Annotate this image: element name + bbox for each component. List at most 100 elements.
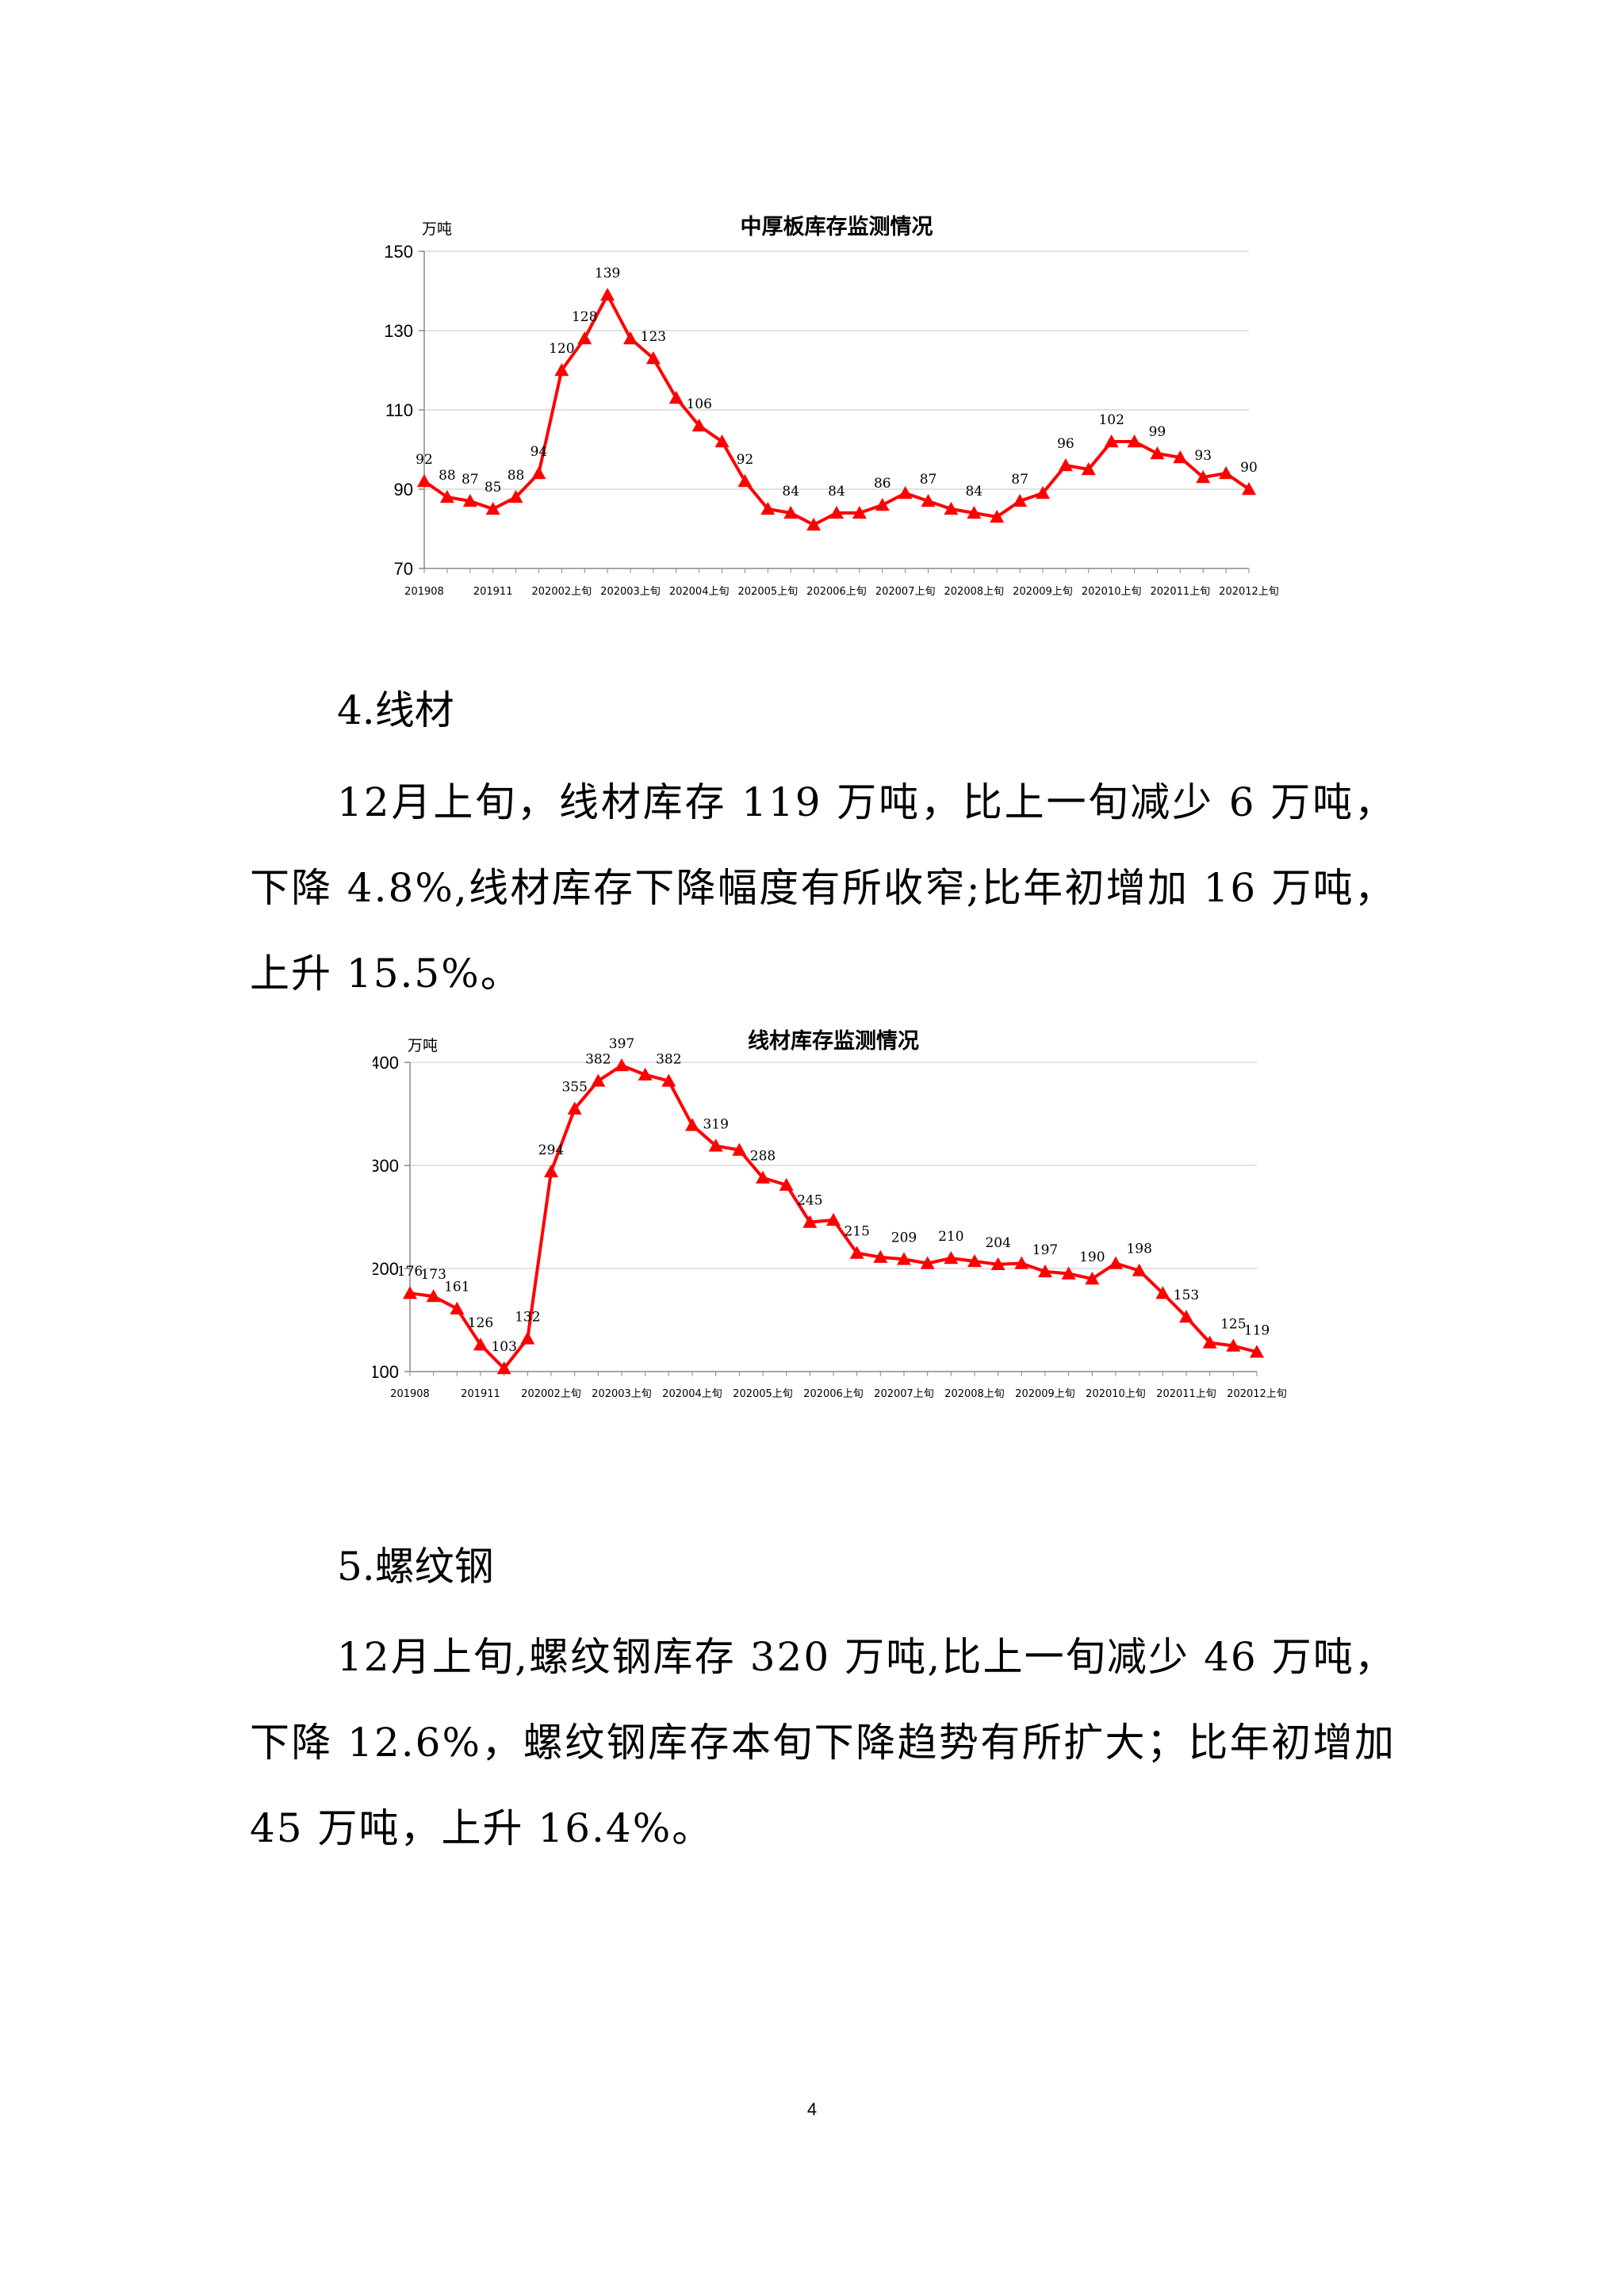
data-label: 204 <box>985 1235 1010 1251</box>
chart-title: 线材库存监测情况 <box>748 1029 919 1054</box>
data-label: 294 <box>538 1142 564 1158</box>
data-point-marker <box>852 506 867 519</box>
data-label: 215 <box>844 1224 869 1240</box>
data-point-marker <box>1109 1256 1123 1269</box>
data-point-marker <box>685 1118 699 1131</box>
data-point-marker <box>554 363 569 377</box>
x-tick-label: 202003上旬 <box>592 1388 652 1400</box>
x-tick-label: 202009上旬 <box>1013 586 1073 598</box>
x-tick-label: 201908 <box>390 1388 430 1400</box>
x-tick-label: 202003上旬 <box>600 586 661 598</box>
data-point-marker <box>600 288 615 301</box>
data-label: 92 <box>416 452 433 468</box>
data-label: 102 <box>1098 412 1124 428</box>
data-point-marker <box>802 1215 818 1228</box>
data-label: 84 <box>828 484 845 499</box>
data-point-marker <box>944 502 959 515</box>
data-label: 245 <box>797 1193 822 1209</box>
data-point-marker <box>756 1170 770 1184</box>
x-tick-label: 202011上旬 <box>1151 586 1211 598</box>
section-paragraph-wire-rod: 12月上旬，线材库存 119 万吨，比上一旬减少 6 万吨，下降 4.8%,线材… <box>250 760 1396 1016</box>
data-point-marker <box>1179 1310 1193 1323</box>
data-point-marker <box>591 1073 606 1087</box>
data-label: 87 <box>920 472 937 488</box>
data-point-marker <box>806 518 822 531</box>
y-tick-label: 90 <box>394 480 413 499</box>
data-point-marker <box>714 434 730 448</box>
x-tick-label: 202004上旬 <box>662 1388 722 1400</box>
data-point-marker <box>462 494 477 507</box>
section-paragraph-rebar: 12月上旬,螺纹钢库存 320 万吨,比上一旬减少 46 万吨，下降 12.6%… <box>250 1614 1396 1871</box>
data-point-marker <box>920 1256 935 1269</box>
data-point-marker <box>668 391 684 404</box>
paragraph-text: 12月上旬，线材库存 119 万吨，比上一旬减少 6 万吨，下降 4.8%,线材… <box>250 779 1396 997</box>
data-point-marker <box>1173 450 1188 464</box>
data-label: 84 <box>782 484 799 499</box>
x-tick-label: 202007上旬 <box>874 1388 934 1400</box>
data-label: 190 <box>1079 1249 1105 1265</box>
data-point-marker <box>1081 462 1096 476</box>
data-label: 197 <box>1032 1242 1058 1258</box>
data-point-marker <box>1014 1256 1029 1269</box>
data-point-marker <box>1038 1264 1052 1278</box>
plate-inventory-chart: 中厚板库存监测情况 万吨 70 90 110 130 150 201908 201911 2020… <box>381 202 1300 614</box>
y-tick-label: 300 <box>373 1156 399 1176</box>
data-label: 93 <box>1194 448 1212 464</box>
data-label: 319 <box>703 1116 728 1132</box>
x-tick-label: 202004上旬 <box>669 586 730 598</box>
data-point-marker <box>1061 1266 1076 1280</box>
data-point-marker <box>967 506 982 519</box>
data-label: 90 <box>1240 460 1258 476</box>
y-axis-unit: 万吨 <box>408 1037 438 1054</box>
x-tick-label: 202008上旬 <box>944 586 1005 598</box>
x-tick-label: 202002上旬 <box>532 586 592 598</box>
x-tick-label: 202011上旬 <box>1156 1388 1216 1400</box>
data-point-marker <box>1036 486 1050 499</box>
data-point-marker <box>944 1251 959 1265</box>
data-point-marker <box>1242 482 1256 496</box>
data-point-marker <box>829 506 844 519</box>
data-point-marker <box>638 1067 653 1081</box>
data-label: 88 <box>508 468 525 484</box>
data-point-marker <box>496 1361 511 1375</box>
data-label: 161 <box>444 1280 469 1295</box>
data-point-marker <box>1202 1335 1217 1349</box>
data-label: 85 <box>485 480 502 496</box>
data-point-marker <box>544 1164 558 1177</box>
data-point-marker <box>897 1252 911 1265</box>
data-point-marker <box>732 1142 747 1156</box>
data-label: 86 <box>874 476 891 492</box>
data-point-marker <box>1132 1263 1147 1276</box>
data-label: 209 <box>891 1230 917 1246</box>
data-point-marker <box>426 1289 441 1303</box>
y-tick-label: 130 <box>384 321 413 341</box>
y-tick-label: 200 <box>373 1259 399 1279</box>
data-label: 139 <box>595 266 620 281</box>
data-point-marker <box>485 502 500 515</box>
y-tick-label: 400 <box>373 1053 399 1073</box>
data-point-marker <box>567 1101 582 1115</box>
data-point-marker <box>737 474 753 488</box>
data-label: 87 <box>1011 472 1028 488</box>
y-tick-label: 110 <box>385 400 413 420</box>
data-point-marker <box>990 1257 1005 1270</box>
page-number: 4 <box>806 2099 818 2119</box>
x-tick-label: 202005上旬 <box>738 586 799 598</box>
data-label: 125 <box>1220 1317 1246 1333</box>
x-tick-label: 202012上旬 <box>1227 1388 1287 1400</box>
data-label: 132 <box>515 1309 540 1325</box>
data-label: 126 <box>468 1315 493 1331</box>
x-tick-label: 202010上旬 <box>1086 1388 1146 1400</box>
data-label: 94 <box>530 444 548 460</box>
data-point-marker <box>691 419 707 432</box>
data-label: 103 <box>491 1339 516 1355</box>
data-point-marker <box>1104 434 1119 448</box>
data-label: 88 <box>439 468 456 484</box>
data-point-marker <box>1250 1345 1264 1358</box>
x-tick-label: 202012上旬 <box>1219 586 1279 598</box>
data-point-marker <box>875 498 890 511</box>
data-point-marker <box>783 506 799 519</box>
y-tick-label: 70 <box>394 559 413 579</box>
data-point-marker <box>645 351 661 365</box>
